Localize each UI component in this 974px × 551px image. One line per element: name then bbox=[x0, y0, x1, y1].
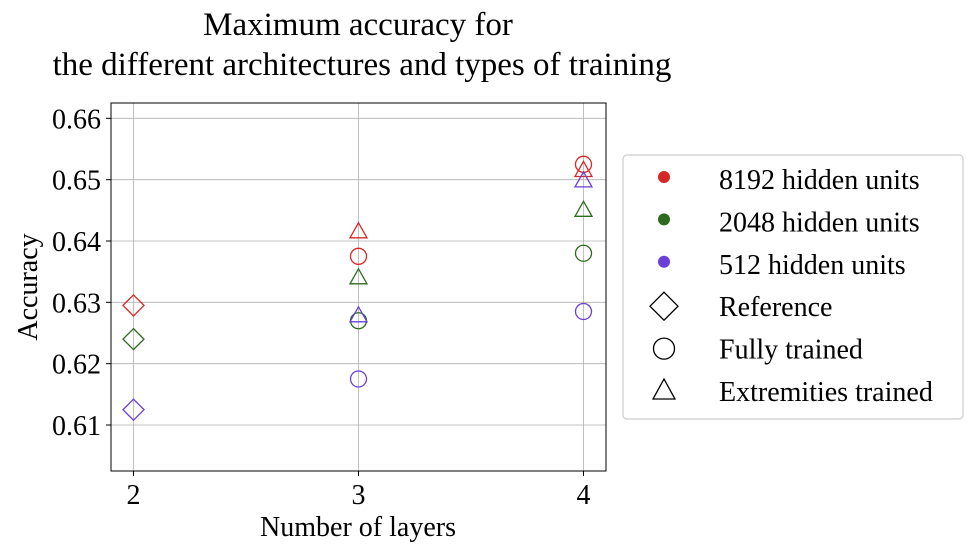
x-tick-label: 2 bbox=[127, 480, 141, 511]
y-tick-label: 0.63 bbox=[52, 288, 101, 319]
y-tick-label: 0.62 bbox=[52, 350, 101, 381]
legend-label-0: 8192 hidden units bbox=[719, 165, 920, 196]
legend-marker-circle bbox=[652, 337, 676, 360]
point-512-diamond-2 bbox=[122, 398, 145, 422]
point-2048-diamond-2 bbox=[122, 327, 145, 351]
legend-label-3: Reference bbox=[719, 292, 832, 323]
point-8192-circle-3 bbox=[349, 247, 368, 265]
point-8192-triangle-3 bbox=[348, 221, 369, 239]
point-2048-circle-4 bbox=[574, 244, 593, 262]
x-tick-label: 4 bbox=[577, 480, 591, 511]
legend-label-4: Fully trained bbox=[719, 335, 863, 366]
y-tick-label: 0.64 bbox=[52, 227, 101, 258]
legend-marker-diamond bbox=[649, 291, 679, 322]
legend-swatch-2 bbox=[658, 255, 670, 268]
data-points bbox=[122, 155, 594, 422]
point-8192-triangle-4 bbox=[573, 160, 594, 178]
legend-box bbox=[622, 154, 964, 420]
x-axis: 2 3 4 bbox=[127, 471, 591, 511]
legend-label-2: 512 hidden units bbox=[719, 250, 906, 281]
y-tick-label: 0.61 bbox=[52, 411, 101, 442]
point-512-triangle-3 bbox=[348, 305, 369, 323]
y-axis: 0.61 0.62 0.63 0.64 0.65 0.66 bbox=[52, 104, 111, 442]
y-tick-label: 0.66 bbox=[52, 104, 101, 135]
legend-marker-triangle bbox=[651, 377, 677, 400]
legend: 8192 hidden units 2048 hidden units 512 hi… bbox=[649, 165, 933, 408]
point-8192-diamond-2 bbox=[122, 293, 145, 317]
y-tick-label: 0.65 bbox=[52, 166, 101, 197]
point-512-triangle-4 bbox=[573, 170, 594, 188]
point-2048-triangle-3 bbox=[348, 267, 369, 285]
legend-label-5: Extremities trained bbox=[719, 377, 933, 408]
legend-swatch-0 bbox=[658, 171, 670, 183]
point-2048-triangle-4 bbox=[573, 200, 594, 217]
chart-title-line-1: Maximum accuracy for bbox=[203, 7, 513, 43]
grid bbox=[111, 103, 606, 471]
legend-label-1: 2048 hidden units bbox=[719, 207, 920, 238]
chart-title-line-2: the different architectures and types of… bbox=[53, 47, 672, 83]
legend-swatch-1 bbox=[658, 213, 670, 226]
point-512-circle-3 bbox=[349, 370, 368, 388]
y-axis-label: Accuracy bbox=[13, 233, 44, 340]
x-axis-label: Number of layers bbox=[260, 512, 456, 543]
x-tick-label: 3 bbox=[352, 480, 366, 511]
point-512-circle-4 bbox=[574, 302, 593, 321]
